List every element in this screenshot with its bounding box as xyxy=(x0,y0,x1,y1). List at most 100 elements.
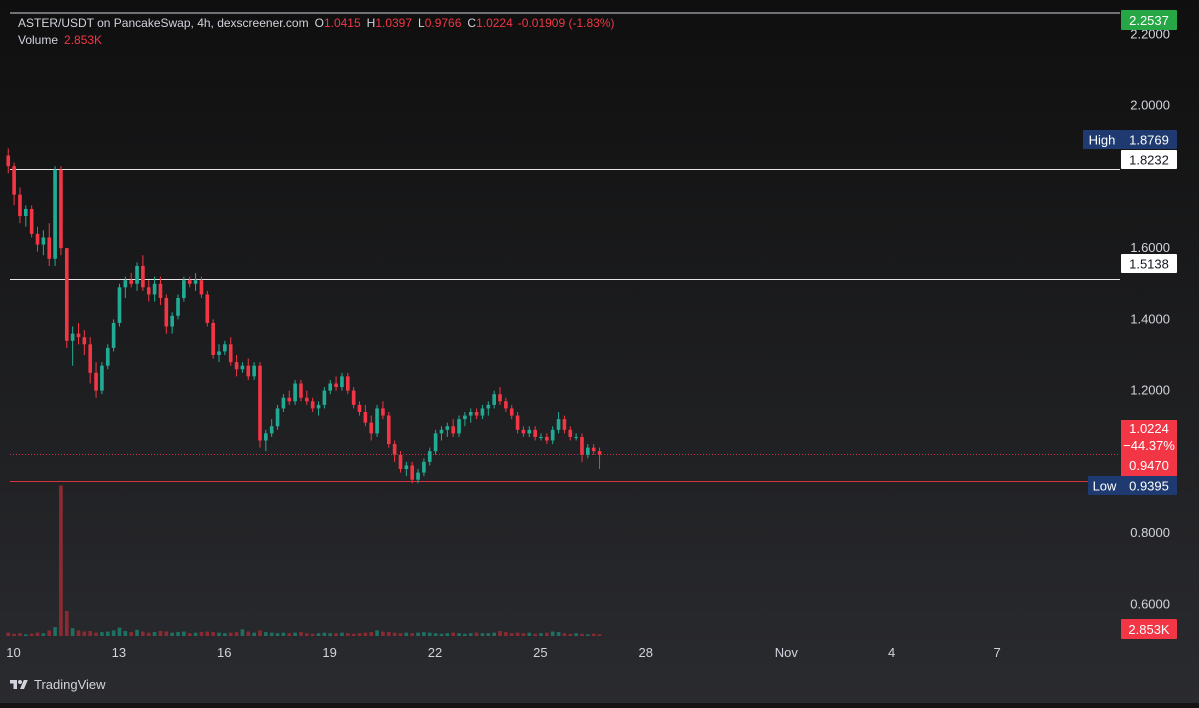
candle xyxy=(474,408,479,420)
price-tick-label: 0.6000 xyxy=(1130,596,1170,611)
candle xyxy=(310,397,315,412)
candle xyxy=(47,223,52,266)
high-price-badge: 1.8769 High xyxy=(1083,130,1177,149)
time-tick-label: 4 xyxy=(888,645,895,660)
candle xyxy=(123,276,128,298)
open-key: O xyxy=(314,16,324,30)
candle-body xyxy=(410,465,415,480)
candle xyxy=(88,337,93,384)
candle xyxy=(164,294,169,334)
volume-bar xyxy=(53,627,57,636)
price-tick-label: 1.2000 xyxy=(1130,383,1170,398)
candle-body xyxy=(187,280,192,284)
volume-bar xyxy=(586,634,590,636)
volume-bar xyxy=(574,633,578,636)
volume-bar xyxy=(492,632,496,636)
volume-badge-label: 2.853K xyxy=(1128,622,1170,637)
candle xyxy=(427,447,432,466)
candle-body xyxy=(375,408,379,434)
candle-body xyxy=(18,194,22,217)
tradingview-brand[interactable]: TradingView xyxy=(10,677,106,692)
candle xyxy=(504,397,508,412)
candle xyxy=(480,404,485,420)
candle-body xyxy=(76,333,81,338)
volume-bar xyxy=(94,632,98,636)
candle-body xyxy=(492,394,496,405)
candle-body xyxy=(550,429,555,441)
candle-body xyxy=(199,280,204,295)
candle-body xyxy=(264,433,268,441)
candle-body xyxy=(47,237,52,259)
candle-body xyxy=(217,351,221,355)
candle xyxy=(176,294,180,320)
candle-body xyxy=(53,169,57,259)
candle-body xyxy=(29,208,34,234)
candle-body xyxy=(6,155,11,167)
close-value: 1.0224 xyxy=(476,16,513,30)
volume-bar xyxy=(187,633,192,636)
symbol-title: ASTER/USDT on PancakeSwap, 4h, dexscreen… xyxy=(18,16,309,30)
volume-bar xyxy=(504,632,508,636)
volume-bar xyxy=(129,632,134,636)
volume-bar xyxy=(211,632,215,636)
candle-body xyxy=(223,344,227,352)
volume-bar xyxy=(375,630,379,636)
candle xyxy=(351,387,356,409)
candle xyxy=(170,312,174,334)
volume-bar xyxy=(410,633,415,636)
candle-body xyxy=(105,347,110,366)
candle xyxy=(492,390,496,409)
candle-body xyxy=(568,429,573,437)
candle xyxy=(146,280,151,302)
candle xyxy=(82,330,87,355)
volume-bar xyxy=(439,633,444,636)
candle-body xyxy=(193,280,198,284)
candle-body xyxy=(574,436,578,438)
volume-bar xyxy=(35,632,40,636)
candle xyxy=(369,415,374,441)
candle xyxy=(158,276,163,306)
candle-body xyxy=(135,265,139,284)
line-price-badge-1-box xyxy=(1121,150,1177,169)
candle xyxy=(451,419,455,437)
candle xyxy=(293,379,297,405)
candle xyxy=(299,379,303,402)
candle-body xyxy=(463,415,467,420)
volume-bar xyxy=(41,633,46,636)
volume-bar xyxy=(228,632,233,636)
candle xyxy=(398,451,403,473)
candle-body xyxy=(597,451,602,455)
candle xyxy=(515,412,520,434)
candle-body xyxy=(152,283,157,295)
candle xyxy=(187,276,192,288)
candle-body xyxy=(176,298,180,316)
volume-bar xyxy=(545,632,549,636)
candle xyxy=(562,415,567,434)
volume-bar xyxy=(141,631,145,636)
volume-label: Volume xyxy=(18,33,59,47)
volume-bar xyxy=(345,633,350,636)
candle-body xyxy=(64,248,69,341)
top-price-badge-box xyxy=(1121,10,1177,30)
candle-body xyxy=(328,383,333,391)
volume-bar xyxy=(381,631,385,636)
volume-bar xyxy=(299,632,303,636)
candle-body xyxy=(363,412,368,423)
candle-body xyxy=(228,344,233,363)
volume-bar xyxy=(591,633,596,636)
volume-value: 2.853K xyxy=(64,33,103,47)
candle-body xyxy=(322,390,327,405)
volume-bar xyxy=(392,632,397,636)
candle-body xyxy=(357,404,362,412)
volume-bar xyxy=(363,632,368,636)
candle xyxy=(463,412,467,427)
candle xyxy=(468,408,473,423)
candle-body xyxy=(451,426,455,434)
candle-body xyxy=(129,280,134,284)
candle xyxy=(269,419,274,437)
price-tick-label: 2.0000 xyxy=(1130,98,1170,113)
volume-bar xyxy=(468,633,473,636)
